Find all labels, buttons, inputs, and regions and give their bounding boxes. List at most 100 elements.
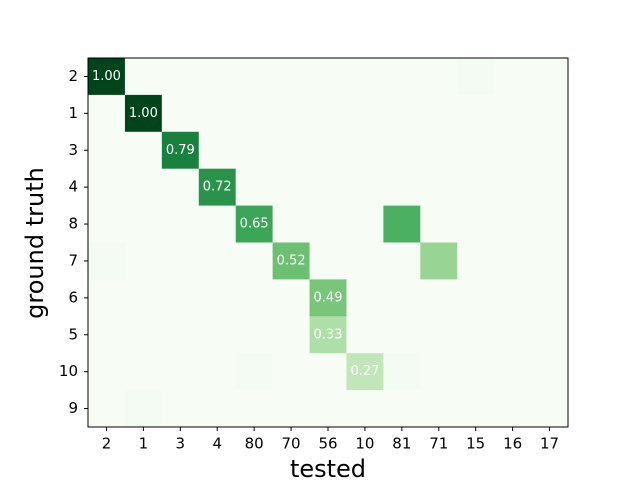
heatmap-cell [531, 168, 569, 206]
x-tick-label: 17 [540, 435, 559, 453]
heatmap-cell [420, 205, 458, 243]
heatmap-cell [531, 390, 569, 428]
heatmap-cell [88, 94, 126, 133]
heatmap-cell [346, 353, 384, 391]
heatmap-cell [494, 58, 532, 96]
x-tick-label: 80 [245, 435, 264, 453]
heatmap-cell [198, 353, 236, 391]
heatmap-cell [346, 94, 384, 133]
heatmap-cell [346, 168, 384, 206]
x-tick-label: 16 [503, 435, 522, 453]
heatmap-cell [198, 58, 236, 96]
heatmap-cell [309, 131, 347, 169]
heatmap-cell [494, 316, 532, 354]
heatmap-cell [124, 58, 163, 96]
heatmap-cell [272, 131, 310, 169]
y-tick-label: 1 [68, 104, 78, 122]
heatmap-cell [383, 168, 421, 206]
heatmap-cell [88, 242, 126, 280]
heatmap-cell [420, 279, 458, 317]
heatmap-cell [346, 131, 384, 169]
heatmap-cell [124, 316, 163, 354]
y-tick-label: 10 [59, 362, 78, 380]
x-tick-label: 1 [139, 435, 149, 453]
heatmap-cell [124, 131, 163, 169]
heatmap-cell [346, 58, 384, 96]
y-tick-label: 2 [68, 67, 78, 85]
heatmap-cell [235, 316, 273, 354]
y-tick-label: 8 [68, 215, 78, 233]
heatmap-cell [124, 242, 163, 280]
heatmap-cell [235, 58, 273, 96]
heatmap-cell [531, 94, 569, 133]
heatmap-cell [272, 94, 310, 133]
heatmap-cell [383, 58, 421, 96]
heatmap-cell [531, 58, 569, 96]
heatmap-cell [531, 353, 569, 391]
heatmap-cell [198, 205, 236, 243]
heatmap-cell [309, 353, 347, 391]
heatmap-cell [161, 316, 200, 354]
heatmap-cell [88, 131, 126, 169]
x-tick-label: 4 [212, 435, 222, 453]
cell-label: 0.49 [314, 290, 343, 305]
heatmap-cell [531, 316, 569, 354]
heatmap-cell [161, 279, 200, 317]
cell-label: 0.27 [350, 364, 379, 379]
cell-label: 1.00 [92, 69, 121, 84]
heatmap-cell [383, 205, 421, 243]
cell-label: 0.72 [203, 180, 232, 195]
heatmap-cell [531, 242, 569, 280]
heatmap-cell [531, 279, 569, 317]
heatmap-cell [309, 390, 347, 428]
heatmap-cell [272, 390, 310, 428]
heatmap-cell [235, 279, 273, 317]
heatmap-cell [309, 316, 347, 354]
heatmap-cell [88, 316, 126, 354]
heatmap-cell [457, 131, 495, 169]
x-tick-label: 71 [429, 435, 448, 453]
heatmap-cell [531, 205, 569, 243]
heatmap-cell [457, 58, 495, 96]
heatmap-cell [420, 242, 458, 280]
heatmap-cell [494, 205, 532, 243]
heatmap-cell [346, 205, 384, 243]
heatmap-cell [88, 168, 126, 206]
heatmap-cell [420, 168, 458, 206]
x-tick-label: 56 [318, 435, 337, 453]
heatmap-cell [124, 94, 163, 133]
heatmap-cell [124, 353, 163, 391]
heatmap-cell [346, 316, 384, 354]
heatmap-cell [309, 168, 347, 206]
heatmap-cell [235, 131, 273, 169]
cell-label: 0.65 [240, 217, 269, 232]
heatmap-cell [383, 279, 421, 317]
heatmap-cell [420, 94, 458, 133]
heatmap-cell [198, 131, 236, 169]
heatmap-cell [420, 131, 458, 169]
x-tick-label: 2 [102, 435, 112, 453]
heatmap-cell [272, 316, 310, 354]
heatmap-cell [161, 242, 200, 280]
heatmap-cell [272, 168, 310, 206]
heatmap-cell [272, 353, 310, 391]
y-tick-label: 4 [68, 178, 78, 196]
heatmap-cell [161, 168, 200, 206]
heatmap-cell [494, 168, 532, 206]
heatmap-cell [161, 353, 200, 391]
heatmap-cell [88, 205, 126, 243]
heatmap-cell [198, 94, 236, 133]
heatmap-cell [88, 279, 126, 317]
heatmap-cell [457, 242, 495, 280]
cell-label: 1.00 [129, 106, 158, 121]
heatmap-cell [235, 242, 273, 280]
y-axis-label: ground truth [21, 167, 49, 319]
heatmap-cell [272, 205, 310, 243]
heatmap-cell [235, 168, 273, 206]
heatmap-cell [531, 131, 569, 169]
heatmap-cell [161, 131, 200, 169]
heatmap-cell [457, 353, 495, 391]
heatmap-cell [88, 390, 126, 428]
x-tick-label: 70 [282, 435, 301, 453]
heatmap-cell [494, 94, 532, 133]
